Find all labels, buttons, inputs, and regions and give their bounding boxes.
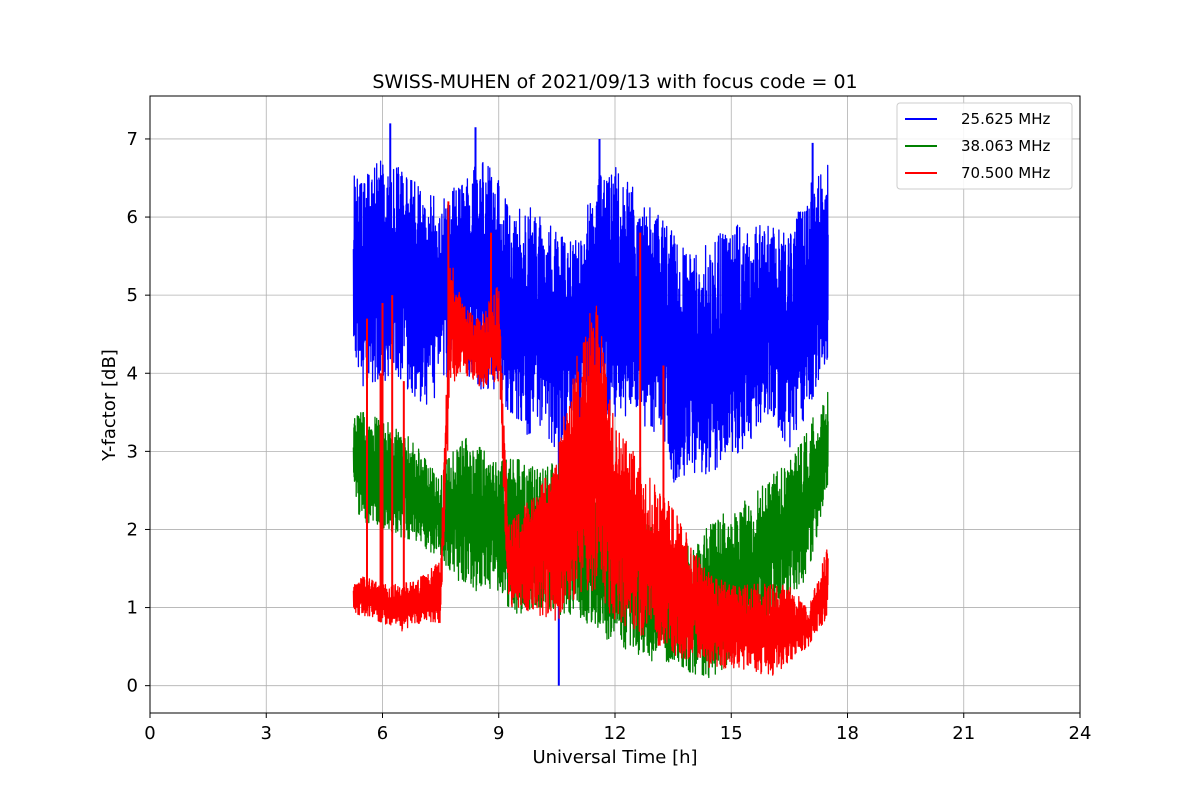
x-tick-label: 3 (261, 723, 272, 744)
chart-title: SWISS-MUHEN of 2021/09/13 with focus cod… (372, 71, 857, 93)
x-tick-label: 21 (952, 723, 975, 744)
x-tick-label: 18 (836, 723, 859, 744)
x-tick-label: 9 (493, 723, 504, 744)
x-tick-label: 24 (1069, 723, 1092, 744)
legend: 25.625 MHz 38.063 MHz 70.500 MHz (896, 102, 1073, 190)
legend-entry: 38.063 MHz (961, 137, 1050, 155)
legend-box (896, 102, 1073, 190)
x-tick-label: 0 (144, 723, 155, 744)
series-line-1 (352, 159, 829, 483)
y-tick-label: 1 (127, 598, 138, 619)
series-line-3 (352, 267, 829, 676)
y-tick-label: 3 (127, 441, 138, 462)
y-tick-label: 2 (127, 519, 138, 540)
x-axis-label: Universal Time [h] (532, 747, 697, 768)
y-tick-label: 0 (127, 676, 138, 697)
y-tick-label: 7 (127, 129, 138, 150)
series-layer (352, 123, 829, 686)
y-axis-label: Y-factor [dB] (99, 349, 120, 462)
x-tick-label: 12 (604, 723, 627, 744)
legend-entry: 70.500 MHz (961, 164, 1050, 182)
x-tick-label: 15 (720, 723, 743, 744)
x-tick-label: 6 (377, 723, 388, 744)
y-tick-label: 6 (127, 207, 138, 228)
y-tick-label: 5 (127, 285, 138, 306)
legend-entry: 25.625 MHz (961, 110, 1050, 128)
y-tick-label: 4 (127, 363, 138, 384)
